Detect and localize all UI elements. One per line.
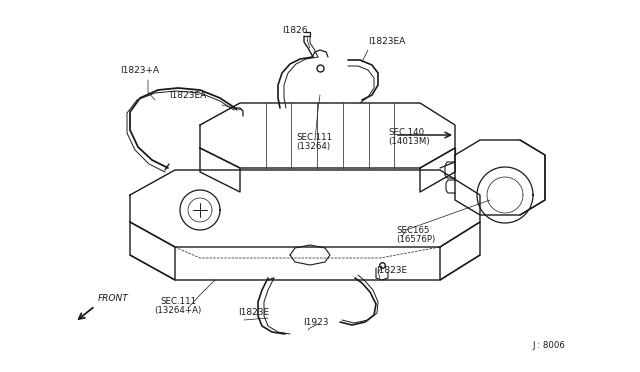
Text: I1823+A: I1823+A xyxy=(120,66,159,75)
Text: SEC.111: SEC.111 xyxy=(296,133,332,142)
Text: (14013M): (14013M) xyxy=(388,137,429,146)
Text: I1923: I1923 xyxy=(303,318,328,327)
Text: J : 8006: J : 8006 xyxy=(532,341,565,350)
Text: I1823E: I1823E xyxy=(376,266,407,275)
Text: (13264): (13264) xyxy=(296,142,330,151)
Text: I1823E: I1823E xyxy=(238,308,269,317)
Text: (13264+A): (13264+A) xyxy=(154,306,202,315)
Text: SEC165: SEC165 xyxy=(396,226,429,235)
Text: SEC.111: SEC.111 xyxy=(160,297,196,306)
Text: I1823EA: I1823EA xyxy=(169,91,206,100)
Text: I1823EA: I1823EA xyxy=(368,37,405,46)
Text: I1826: I1826 xyxy=(282,26,308,35)
Text: FRONT: FRONT xyxy=(98,294,129,303)
Text: SEC.140: SEC.140 xyxy=(388,128,424,137)
Text: (16576P): (16576P) xyxy=(396,235,435,244)
